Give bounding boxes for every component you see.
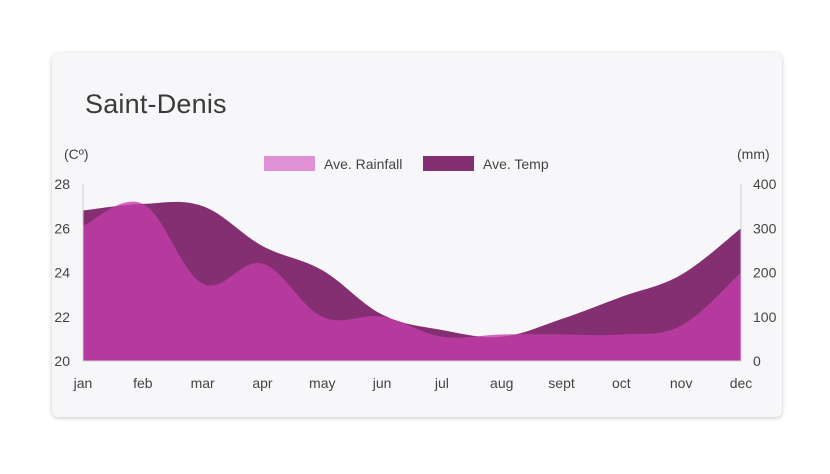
y-right-tick-label: 200	[753, 265, 777, 281]
x-tick-label: jan	[73, 375, 93, 391]
legend-swatch-rainfall[interactable]	[264, 156, 315, 171]
x-tick-label: apr	[252, 375, 273, 391]
area-ave-rainfall	[83, 201, 741, 361]
y-left-tick-label: 26	[54, 220, 70, 236]
legend-label-rainfall: Ave. Rainfall	[324, 156, 402, 172]
y-right-tick-label: 400	[753, 176, 777, 192]
y-right-tick-label: 300	[753, 220, 777, 236]
y-left-tick-label: 24	[54, 265, 70, 281]
chart-title: Saint-Denis	[85, 89, 227, 119]
y-right-tick-label: 100	[753, 309, 777, 325]
x-tick-label: mar	[191, 375, 215, 391]
x-tick-label: may	[309, 375, 335, 391]
y-left-tick-label: 28	[54, 176, 70, 192]
x-tick-label: sept	[548, 375, 575, 391]
legend-label-temp: Ave. Temp	[483, 156, 549, 172]
y-left-tick-label: 20	[54, 353, 70, 369]
x-tick-label: jul	[434, 375, 449, 391]
x-tick-label: feb	[133, 375, 153, 391]
y-right-unit-label: (mm)	[737, 146, 770, 162]
legend-swatch-temp[interactable]	[423, 156, 474, 171]
x-tick-label: aug	[490, 375, 513, 391]
y-left-tick-label: 22	[54, 309, 70, 325]
y-right-tick-label: 0	[753, 353, 761, 369]
x-tick-label: nov	[670, 375, 693, 391]
x-tick-label: oct	[612, 375, 631, 391]
y-left-unit-label: (Cº)	[64, 146, 89, 162]
x-tick-label: jun	[372, 375, 392, 391]
x-tick-label: dec	[730, 375, 753, 391]
